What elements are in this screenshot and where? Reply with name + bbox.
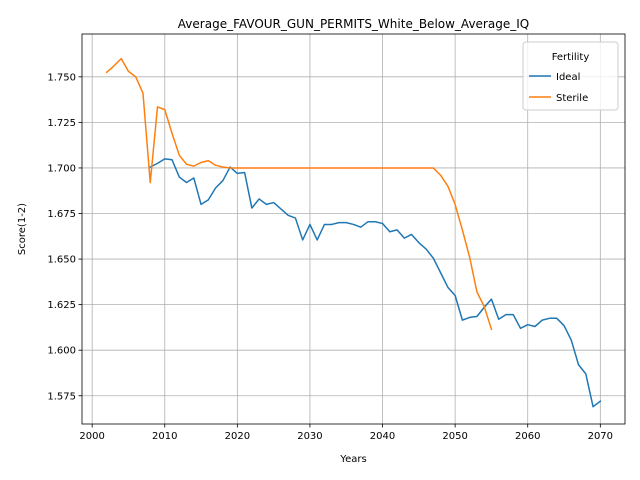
legend-label-sterile: Sterile bbox=[556, 93, 588, 104]
y-axis-label: Score(1-2) bbox=[17, 203, 28, 255]
x-tick-label: 2060 bbox=[515, 431, 540, 442]
y-tick-label: 1.575 bbox=[47, 391, 76, 402]
chart-title: Average_FAVOUR_GUN_PERMITS_White_Below_A… bbox=[178, 17, 529, 31]
y-tick-label: 1.600 bbox=[47, 346, 76, 357]
x-tick-label: 2000 bbox=[79, 431, 104, 442]
x-axis: 2000 2010 2020 2030 2040 2050 2060 2070 bbox=[79, 424, 613, 442]
legend-box bbox=[522, 41, 619, 111]
x-tick-label: 2050 bbox=[442, 431, 467, 442]
y-tick-label: 1.675 bbox=[47, 209, 76, 220]
x-tick-label: 2010 bbox=[152, 431, 177, 442]
y-tick-label: 1.700 bbox=[47, 163, 76, 174]
y-tick-label: 1.650 bbox=[47, 255, 76, 266]
y-axis: 1.575 1.600 1.625 1.650 1.675 1.700 1.725 1.750 bbox=[47, 72, 82, 402]
series-line-ideal bbox=[149, 158, 602, 408]
plot-frame bbox=[81, 33, 626, 425]
x-axis-label: Years bbox=[339, 454, 366, 465]
legend-label-ideal: Ideal bbox=[556, 72, 580, 83]
x-tick-label: 2070 bbox=[588, 431, 613, 442]
y-tick-label: 1.625 bbox=[47, 300, 76, 311]
y-tick-label: 1.725 bbox=[47, 118, 76, 129]
series-layer bbox=[105, 57, 602, 408]
x-tick-label: 2020 bbox=[225, 431, 250, 442]
legend-title: Fertility bbox=[552, 52, 590, 63]
y-tick-label: 1.750 bbox=[47, 72, 76, 83]
legend: Fertility Ideal Sterile bbox=[522, 41, 619, 111]
x-tick-label: 2040 bbox=[370, 431, 395, 442]
x-tick-label: 2030 bbox=[297, 431, 322, 442]
series-line-sterile bbox=[105, 57, 493, 331]
